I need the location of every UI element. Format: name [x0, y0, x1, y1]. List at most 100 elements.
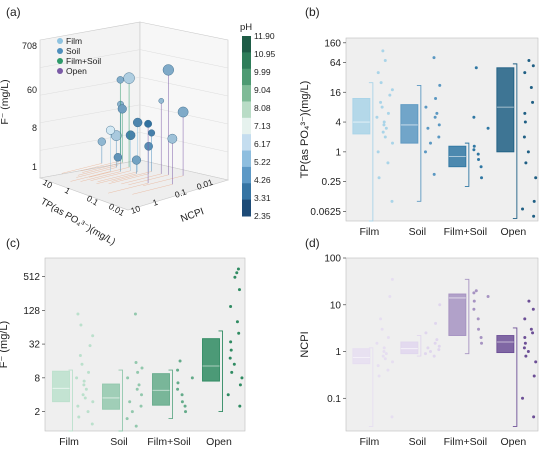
box [202, 338, 220, 382]
legend-entry: Film [66, 36, 82, 46]
floor-projection [61, 163, 102, 174]
whisker [118, 369, 123, 432]
data-point [375, 115, 379, 119]
y-tick-label: 10 [129, 203, 142, 216]
data-point [523, 71, 527, 75]
data-point [176, 387, 180, 391]
back-wall-left [39, 21, 141, 179]
y-tick-label: 160 [324, 38, 341, 49]
data-point [237, 331, 241, 335]
floor-projection [108, 173, 149, 184]
data-point [523, 111, 527, 115]
data-point [379, 100, 383, 104]
data-point [424, 331, 428, 335]
x-tick-label: Open [206, 436, 232, 448]
grid-line [39, 132, 141, 151]
grid-line [139, 132, 229, 153]
panel-c-boxplot: (c) 512 128 32 8 2 F⁻ (mg/L) Film Soil Film+Soil… [0, 236, 246, 448]
panel-d-boxplot: (d) 100 10 1 0.1 NCPI Film Soil Film+Soil Open [299, 236, 539, 448]
colorbar-segment [242, 68, 251, 86]
data-point [532, 374, 536, 378]
data-point [131, 155, 141, 165]
data-point [236, 267, 240, 271]
data-point [110, 130, 122, 141]
colorbar-segment [242, 183, 251, 201]
data-point [233, 275, 237, 279]
data-point [526, 150, 530, 154]
data-point [237, 288, 241, 292]
data-point [480, 176, 484, 180]
y-tick-label: 16 [330, 88, 342, 99]
colorbar-segment [242, 150, 251, 168]
y-tick-label: 0.1 [173, 186, 188, 200]
data-point [90, 422, 94, 426]
data-point [486, 126, 490, 130]
legend-marker [57, 48, 63, 54]
data-point [83, 396, 87, 400]
y-tick-label: 8 [34, 373, 40, 384]
y-axis-label: F⁻ (mg/L) [0, 321, 10, 368]
y-axis-label: TP(as PO₄³⁻)(mg/L) [299, 81, 311, 179]
y-tick-label: 4 [335, 118, 341, 129]
data-point [479, 335, 483, 339]
panel-a-label: (a) [6, 5, 21, 19]
data-point [113, 153, 123, 162]
data-point [386, 111, 390, 115]
data-point [230, 370, 234, 374]
data-point [534, 176, 538, 180]
y-tick-label: 0.25 [322, 177, 342, 188]
data-point [383, 59, 387, 63]
data-point [229, 304, 233, 308]
data-point [116, 76, 124, 84]
data-point [381, 49, 385, 53]
data-point [438, 303, 442, 307]
box [496, 335, 515, 354]
x-tick-label: Film+Soil [444, 436, 487, 448]
data-point [177, 106, 189, 118]
data-point [531, 100, 535, 104]
box [152, 373, 170, 406]
floor-projection [80, 171, 121, 182]
data-point [376, 150, 380, 154]
data-point [82, 383, 86, 387]
data-point [135, 387, 139, 391]
floor-projection [77, 165, 118, 176]
x-tick-label: Open [501, 226, 527, 238]
y-tick-label: 0.1 [327, 394, 341, 405]
data-point [144, 119, 153, 128]
data-point [386, 368, 390, 372]
data-point [183, 404, 187, 408]
data-point [162, 64, 174, 76]
data-point [377, 374, 381, 378]
data-point [87, 370, 91, 374]
data-point [434, 96, 438, 100]
data-point [125, 130, 136, 141]
data-point [474, 66, 478, 70]
data-point [521, 396, 525, 400]
floor-projection [89, 167, 130, 178]
data-point [381, 130, 385, 134]
x-tick-label: Open [501, 436, 527, 448]
colorbar-segment [242, 52, 251, 70]
data-point [140, 366, 144, 370]
colorbar-tick-label: 9.04 [254, 85, 271, 95]
box [352, 97, 371, 135]
data-point [435, 111, 439, 115]
data-point [476, 152, 480, 156]
data-point [472, 115, 476, 119]
data-point [91, 400, 95, 404]
data-point [82, 379, 86, 383]
data-point [139, 404, 143, 408]
x-tick-label: Film+Soil [444, 226, 487, 238]
data-point [437, 123, 441, 127]
floor-projection [132, 184, 173, 195]
data-point [388, 93, 392, 97]
data-point [438, 83, 442, 87]
x-axis-label: TP(as PO₄³⁻)(mg/L) [39, 196, 118, 248]
colorbar-tick-label: 10.95 [254, 49, 276, 59]
box [52, 370, 70, 403]
data-point [226, 393, 230, 397]
colorbar-segment [242, 199, 251, 217]
data-point [229, 340, 233, 344]
x-tick-label: Soil [409, 436, 427, 448]
